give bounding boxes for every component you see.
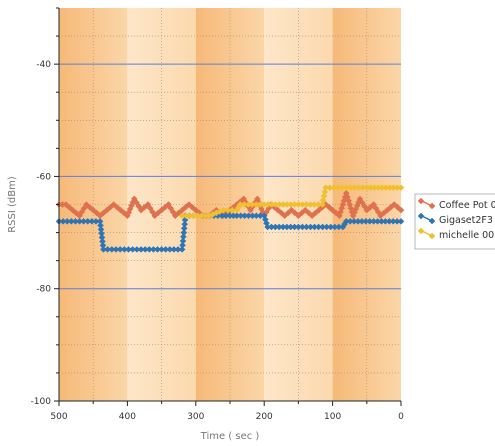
data-point — [178, 246, 186, 253]
y-axis-title: RSSI (dBm) — [7, 176, 18, 233]
data-point — [224, 206, 232, 214]
data-point — [320, 192, 328, 200]
series-layer — [55, 184, 405, 253]
y-tick-label: -100 — [31, 397, 52, 407]
data-point — [397, 184, 405, 192]
data-point — [340, 197, 348, 205]
legend-item: Coffee Pot 0 — [417, 197, 495, 211]
data-point — [180, 225, 188, 232]
y-tick-label: -60 — [36, 172, 51, 182]
legend-swatch-marker — [417, 197, 425, 205]
x-tick-label: 400 — [119, 412, 136, 422]
data-point — [397, 206, 405, 214]
legend-swatch-marker — [417, 212, 425, 220]
data-point — [219, 206, 227, 214]
legend-label: michelle 00: — [439, 230, 495, 241]
legend-item: michelle 00: — [417, 227, 495, 241]
series-michelle-00 — [178, 184, 405, 220]
data-point — [180, 229, 188, 236]
series-gigaset2f3 — [55, 212, 405, 253]
legend-swatch-marker — [428, 202, 436, 210]
data-point — [397, 217, 405, 225]
x-tick-label: 100 — [324, 412, 341, 422]
data-point — [228, 206, 236, 214]
data-point — [179, 241, 186, 249]
data-point — [180, 233, 187, 241]
legend-swatch-marker — [428, 217, 436, 225]
x-tick-label: 500 — [50, 412, 67, 422]
data-point — [318, 201, 326, 208]
data-point — [319, 196, 327, 204]
legend: Coffee Pot 0 Gigaset2F3 michelle 00: — [414, 193, 495, 250]
legend-item: Gigaset2F3 — [417, 212, 493, 226]
x-tick-label: 200 — [256, 412, 273, 422]
x-tick-label: 0 — [398, 412, 404, 422]
legend-label: Gigaset2F3 — [439, 215, 493, 226]
legend-swatch-marker — [417, 227, 425, 235]
data-point — [181, 216, 189, 224]
grid-lines — [59, 8, 401, 401]
x-tick-label: 300 — [187, 412, 204, 422]
data-point — [179, 237, 187, 245]
y-tick-label: -40 — [36, 60, 51, 70]
legend-swatch-marker — [428, 232, 436, 240]
y-tick-label: -80 — [36, 285, 51, 295]
data-point — [321, 188, 329, 196]
legend-label: Coffee Pot 0 — [439, 200, 495, 211]
data-point — [181, 220, 189, 228]
x-axis-title: Time ( sec ) — [200, 431, 260, 442]
axes: -40 -60 -80 -100 500 400 300 200 100 0 Time ( sec … — [7, 7, 404, 442]
legend-box — [414, 193, 495, 250]
